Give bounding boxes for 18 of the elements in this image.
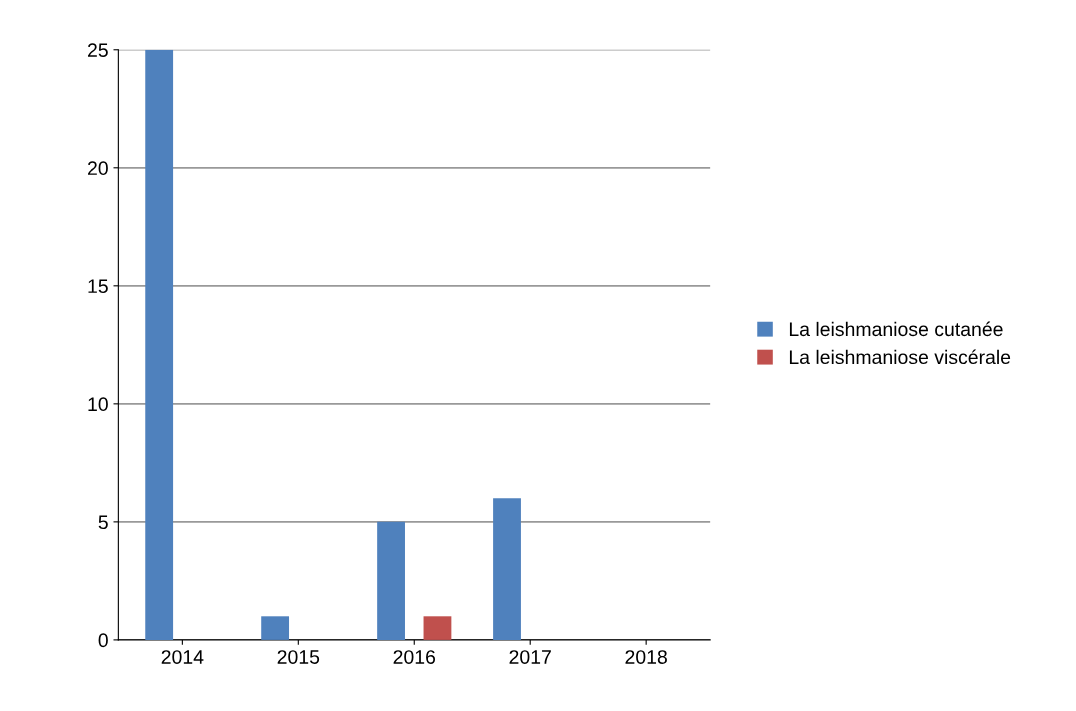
y-tick-label: 15	[88, 279, 108, 294]
x-tick-label: 2014	[161, 650, 204, 664]
x-tick-label: 2017	[509, 650, 551, 664]
bar	[261, 616, 290, 640]
x-tick-label: 2016	[393, 650, 436, 664]
x-tick-label: 2018	[625, 650, 667, 664]
bar	[145, 49, 174, 640]
legend-label: La leishmaniose viscérale	[789, 349, 1011, 365]
bar	[377, 521, 405, 640]
bar	[423, 616, 452, 640]
y-tick-label: 20	[87, 161, 108, 176]
y-tick-label: 5	[98, 515, 108, 530]
x-tick-label: 2015	[277, 650, 320, 664]
legend-label: La leishmaniose cutanée	[789, 321, 1003, 337]
y-tick-label: 25	[87, 43, 108, 58]
y-tick-label: 10	[88, 397, 108, 412]
bar	[493, 498, 521, 640]
y-tick-label: 0	[98, 633, 108, 648]
